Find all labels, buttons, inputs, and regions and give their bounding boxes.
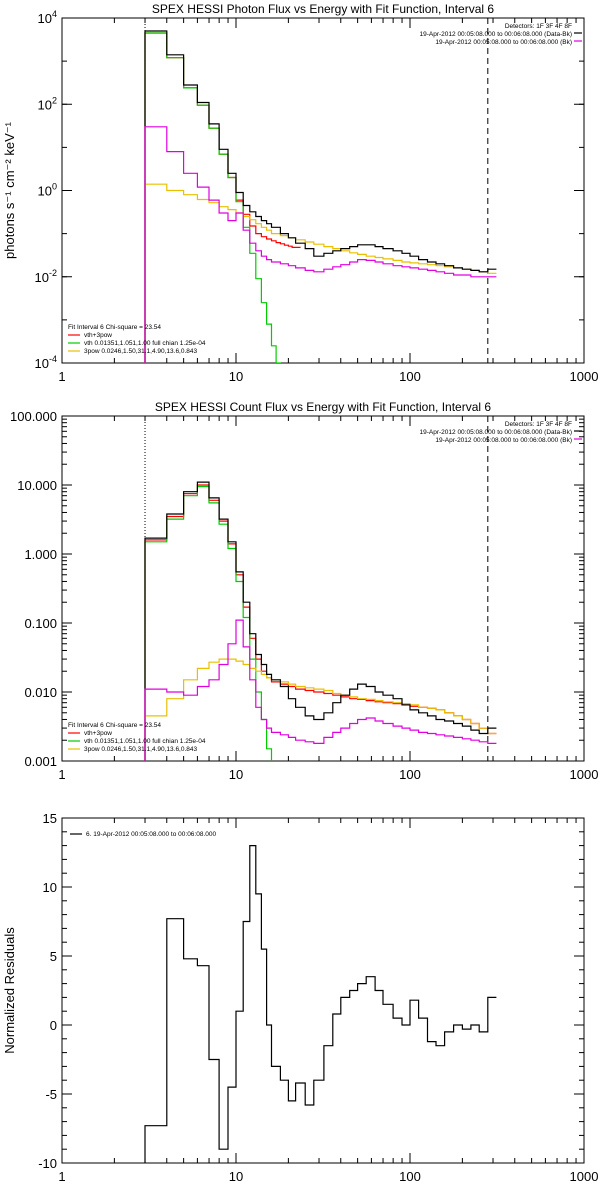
series-line-0 bbox=[144, 484, 497, 761]
y-tick-label: 0.001 bbox=[24, 754, 57, 769]
y-tick-label: 100.000 bbox=[10, 409, 57, 424]
plot-title: SPEX HESSI Photon Flux vs Energy with Fi… bbox=[152, 2, 494, 16]
series-line-4 bbox=[144, 619, 497, 761]
y-axis-label: Normalized Residuals bbox=[2, 927, 17, 1054]
y-tick-label: 100 bbox=[38, 182, 57, 199]
y-tick-exponent: -2 bbox=[49, 268, 57, 278]
y-tick-exponent: 2 bbox=[52, 95, 57, 105]
y-tick-label: 5 bbox=[50, 949, 57, 964]
annotation-text: 19-Apr-2012 00:05:08.000 to 00:06:08.000… bbox=[435, 437, 572, 444]
x-tick-label: 100 bbox=[399, 767, 421, 782]
plot-frame bbox=[61, 415, 585, 762]
x-tick-label: 100 bbox=[399, 369, 421, 384]
series-line-2 bbox=[144, 658, 497, 761]
series-group bbox=[144, 481, 497, 761]
x-tick-label: 1000 bbox=[570, 1169, 599, 1184]
photon-flux-panel: SPEX HESSI Photon Flux vs Energy with Fi… bbox=[2, 2, 599, 384]
legend-label: vth 0.01351,1.051,1.00 full chian 1.25e-… bbox=[84, 738, 206, 745]
series-line-3 bbox=[144, 481, 497, 761]
y-tick-label: 0.010 bbox=[24, 685, 57, 700]
y-tick-label: 1.000 bbox=[24, 547, 57, 562]
x-tick-label: 1 bbox=[58, 369, 65, 384]
legend-label: 3pow 0.0246,1.50,31.1,4.90,13.6,0.843 bbox=[84, 746, 198, 753]
annotation-text: Detectors: 1F 3F 4F 8F bbox=[505, 421, 572, 428]
residuals-panel: 1 10 100 1000 -10 -5 0 5 10 15 Normalized Residual… bbox=[2, 811, 599, 1184]
x-tick-label: 1 bbox=[58, 767, 65, 782]
x-tick-label: 10 bbox=[229, 1169, 243, 1184]
x-tick-label: 1 bbox=[58, 1169, 65, 1184]
y-tick-exponent: 4 bbox=[52, 9, 57, 19]
legend-label: 3pow 0.0246,1.50,31.1,4.90,13.6,0.843 bbox=[84, 348, 198, 355]
x-tick-label: 1000 bbox=[570, 767, 599, 782]
legend-label: vth+3pow bbox=[84, 730, 112, 737]
y-tick-label: 102 bbox=[38, 95, 57, 112]
x-tick-label: 1000 bbox=[570, 369, 599, 384]
y-tick-label: 10-4 bbox=[35, 354, 57, 371]
y-tick-label: 0.100 bbox=[24, 616, 57, 631]
y-tick-label: 10.000 bbox=[17, 478, 57, 493]
series-line-2 bbox=[144, 183, 497, 363]
y-tick-label: 0 bbox=[50, 1018, 57, 1033]
annotation-text: 19-Apr-2012 00:05:08.000 to 00:06:08.000… bbox=[435, 39, 572, 46]
x-tick-label: 100 bbox=[399, 1169, 421, 1184]
y-tick-label: 10 bbox=[43, 880, 57, 895]
x-tick-label: 10 bbox=[229, 369, 243, 384]
series-line-3 bbox=[144, 30, 497, 363]
plot-frame bbox=[61, 17, 585, 364]
series-group bbox=[144, 845, 497, 1163]
y-tick-label: -10 bbox=[38, 1156, 57, 1171]
annotation-text: 19-Apr-2012 00:05:08.000 to 00:06:08.000… bbox=[420, 31, 573, 38]
x-tick-label: 10 bbox=[229, 767, 243, 782]
legend-header: Fit Interval 6 Chi-square = 23.54 bbox=[68, 722, 161, 729]
series-group bbox=[144, 30, 497, 363]
y-tick-exponent: -4 bbox=[49, 354, 57, 364]
legend-label: 6. 19-Apr-2012 00:05:08.000 to 00:06:08.… bbox=[86, 831, 216, 838]
y-tick-label: -5 bbox=[45, 1087, 57, 1102]
annotation-text: 19-Apr-2012 00:05:08.000 to 00:06:08.000… bbox=[420, 429, 573, 436]
legend-header: Fit Interval 6 Chi-square = 23.54 bbox=[68, 324, 161, 331]
count-flux-panel: SPEX HESSI Count Flux vs Energy with Fit… bbox=[10, 400, 599, 782]
plot-title: SPEX HESSI Count Flux vs Energy with Fit… bbox=[155, 400, 491, 414]
y-tick-label: 104 bbox=[38, 9, 57, 26]
legend-label: vth 0.01351,1.051,1.00 full chian 1.25e-… bbox=[84, 340, 206, 347]
y-tick-exponent: 0 bbox=[52, 182, 57, 192]
legend-label: vth+3pow bbox=[84, 332, 112, 339]
plot-frame bbox=[61, 817, 585, 1164]
series-line-4 bbox=[144, 126, 497, 363]
series-line-0 bbox=[144, 845, 497, 1163]
y-tick-label: 10-2 bbox=[35, 268, 57, 285]
y-tick-label: 15 bbox=[43, 811, 57, 826]
y-axis-label: photons s⁻¹ cm⁻² keV⁻¹ bbox=[2, 121, 17, 259]
annotation-text: Detectors: 1F 3F 4F 8F bbox=[505, 23, 572, 30]
series-line-1 bbox=[144, 485, 273, 761]
